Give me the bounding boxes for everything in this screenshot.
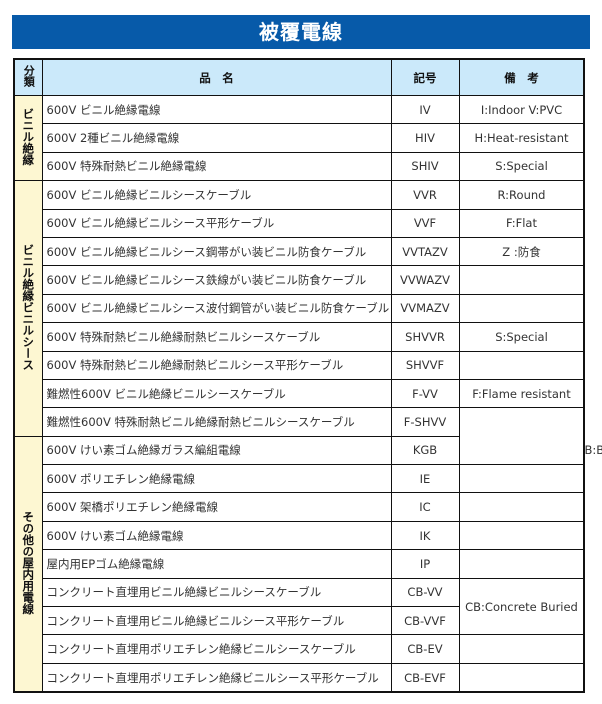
product-code: KGB	[390, 435, 460, 466]
table-row: 難燃性600V 特殊耐熱ビニル絶縁耐熱ビニルシースケーブル F-SHVV	[14, 407, 585, 466]
remark	[458, 662, 585, 693]
remark: F:Flame resistant	[458, 378, 585, 409]
remark	[458, 520, 585, 551]
remark	[458, 293, 585, 324]
product-code: HIV	[390, 123, 460, 153]
product-name: 600V 特殊耐熱ビニル絶縁耐熱ビニルシースケーブル	[41, 322, 392, 352]
table-row: 600V 2種ビニル絶縁電線 HIV H:Heat-resistant	[14, 123, 585, 153]
remark: CB:Concrete Buried	[458, 577, 585, 636]
product-code: SHVVR	[390, 322, 460, 352]
remark: H:Heat-resistant	[458, 123, 585, 153]
product-code: F-VV	[390, 378, 460, 409]
product-name: 難燃性600V ビニル絶縁ビニルシースケーブル	[41, 378, 392, 409]
remark: R:Round	[458, 180, 585, 210]
table-row: 600V ポリエチレン絶縁電線 IE	[14, 464, 585, 494]
table-row: 600V 特殊耐熱ビニル絶縁耐熱ビニルシースケーブル SHVVR S:Special	[14, 322, 585, 352]
product-name: 600V 2種ビニル絶縁電線	[41, 123, 392, 153]
table-row: 600V けい素ゴム絶縁電線 IK	[14, 520, 585, 551]
table-row: 屋内用EPゴム絶縁電線 IP	[14, 549, 585, 579]
product-name: コンクリート直埋用ポリエチレン絶縁ビニルシース平形ケーブル	[41, 662, 392, 693]
table-row: 600V ビニル絶縁ビニルシース波付鋼管がい装ビニル防食ケーブル VVMAZV	[14, 293, 585, 324]
table-row: 600V 架橋ポリエチレン絶縁電線 IC	[14, 492, 585, 522]
category-cell: ビニル絶縁	[13, 94, 43, 182]
remark: S:Special	[458, 151, 585, 182]
product-code: CB-EVF	[390, 662, 460, 693]
category-label: その他の屋内用電線	[21, 510, 36, 615]
product-name: 600V ビニル絶縁ビニルシース鉄線がい装ビニル防食ケーブル	[41, 265, 392, 295]
category-cell: その他の屋内用電線	[13, 435, 43, 693]
product-code: SHIV	[390, 151, 460, 182]
product-name: 600V ビニル絶縁電線	[41, 94, 392, 125]
product-name: コンクリート直埋用ビニル絶縁ビニルシース平形ケーブル	[41, 606, 392, 636]
table-row: 600V ビニル絶縁ビニルシース鉄線がい装ビニル防食ケーブル VVWAZV	[14, 265, 585, 295]
header-remarks: 備 考	[458, 58, 585, 96]
product-name: 600V ビニル絶縁ビニルシース鋼帯がい装ビニル防食ケーブル	[41, 236, 392, 267]
product-name: 600V 架橋ポリエチレン絶縁電線	[41, 492, 392, 522]
table-header: 分類 品 名 記号 備 考	[13, 58, 585, 96]
remark	[458, 492, 585, 522]
table-row: ビニル絶縁ビニルシース 600V ビニル絶縁ビニルシースケーブル VVR R:Roun…	[13, 180, 585, 437]
product-code: SHVVF	[390, 350, 460, 380]
table-row: 600V 特殊耐熱ビニル絶縁耐熱ビニルシース平形ケーブル SHVVF	[14, 350, 585, 380]
table-row: 600V ビニル絶縁ビニルシース平形ケーブル VVF F:Flat	[14, 208, 585, 238]
remark	[458, 350, 585, 380]
product-name: コンクリート直埋用ポリエチレン絶縁ビニルシースケーブル	[41, 634, 392, 664]
table-row: 600V 特殊耐熱ビニル絶縁電線 SHIV S:Special	[14, 151, 585, 182]
product-code: F-SHVV	[390, 407, 460, 437]
header-name: 品 名	[41, 58, 392, 96]
table-row: 600V ビニル絶縁ビニルシース鋼帯がい装ビニル防食ケーブル VVTAZV Z :防…	[14, 236, 585, 267]
product-code: IC	[390, 492, 460, 522]
remark	[458, 549, 585, 579]
table-row: コンクリート直埋用ポリエチレン絶縁ビニルシース平形ケーブル CB-EVF	[14, 662, 585, 693]
product-name: 600V ビニル絶縁ビニルシース波付鋼管がい装ビニル防食ケーブル	[41, 293, 392, 324]
product-name: 600V けい素ゴム絶縁ガラス編組電線	[41, 435, 392, 466]
category-label: ビニル絶縁	[21, 107, 36, 166]
product-code: VVF	[390, 208, 460, 238]
remark: Z :防食	[458, 236, 585, 267]
page-title: 被覆電線	[12, 15, 590, 49]
product-code: VVR	[390, 180, 460, 210]
table-row: 難燃性600V ビニル絶縁ビニルシースケーブル F-VV F:Flame resis…	[14, 378, 585, 409]
remark	[458, 407, 585, 466]
remark	[458, 634, 585, 664]
category-cell: ビニル絶縁ビニルシース	[13, 180, 43, 437]
product-code: VVWAZV	[390, 265, 460, 295]
table-row: コンクリート直埋用ビニル絶縁ビニルシース平形ケーブル CB-VVF	[14, 606, 584, 636]
product-code: VVTAZV	[390, 236, 460, 267]
product-name: 600V ビニル絶縁ビニルシースケーブル	[41, 180, 392, 210]
product-name: コンクリート直埋用ビニル絶縁ビニルシースケーブル	[41, 577, 392, 608]
product-name: 600V ポリエチレン絶縁電線	[41, 464, 392, 494]
product-name: 600V けい素ゴム絶縁電線	[41, 520, 392, 551]
table-row: コンクリート直埋用ビニル絶縁ビニルシースケーブル CB-VV CB:Concrete…	[14, 577, 585, 636]
product-code: IP	[390, 549, 460, 579]
remark: F:Flat	[458, 208, 585, 238]
product-name: 難燃性600V 特殊耐熱ビニル絶縁耐熱ビニルシースケーブル	[41, 407, 392, 437]
remark: I:Indoor V:PVC	[458, 94, 585, 125]
product-code: IV	[390, 94, 460, 125]
category-label: ビニル絶縁ビニルシース	[21, 243, 36, 371]
product-code: CB-VVF	[390, 606, 460, 636]
header-code: 記号	[390, 58, 460, 96]
product-name: 600V 特殊耐熱ビニル絶縁耐熱ビニルシース平形ケーブル	[41, 350, 392, 380]
product-code: CB-VV	[390, 577, 460, 608]
product-name: 屋内用EPゴム絶縁電線	[41, 549, 392, 579]
wire-table: 分類 品 名 記号 備 考 ビニル絶縁 600V ビニル絶縁電線 IV I:Indoo…	[13, 58, 602, 694]
remark	[458, 265, 585, 295]
remark: S:Special	[458, 322, 585, 352]
table-row: ビニル絶縁 600V ビニル絶縁電線 IV I:Indoor V:PVC	[13, 94, 585, 182]
product-name: 600V 特殊耐熱ビニル絶縁電線	[41, 151, 392, 182]
product-code: IK	[390, 520, 460, 551]
product-code: CB-EV	[390, 634, 460, 664]
header-category: 分類	[13, 58, 43, 96]
product-name: 600V ビニル絶縁ビニルシース平形ケーブル	[41, 208, 392, 238]
product-code: VVMAZV	[390, 293, 460, 324]
remark	[458, 464, 585, 494]
table-row: コンクリート直埋用ポリエチレン絶縁ビニルシースケーブル CB-EV	[14, 634, 585, 664]
product-code: IE	[390, 464, 460, 494]
